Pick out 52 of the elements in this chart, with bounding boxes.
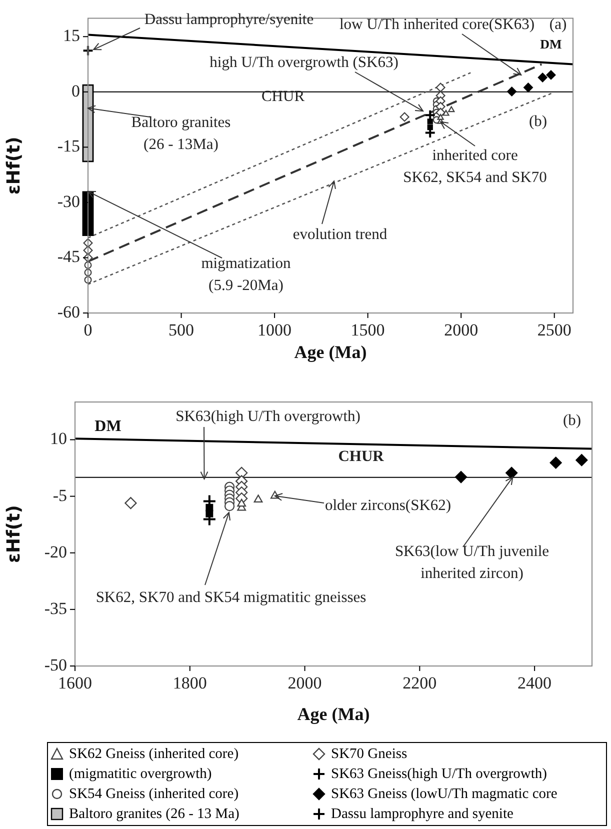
- legend-label: Dassu lamprophyre and syenite: [331, 805, 514, 824]
- y-tick-label: -60: [57, 302, 80, 322]
- annotation: Baltoro granites (26 - 13Ma): [131, 114, 231, 154]
- legend-label: SK63 Gneiss(high U/Th overgrowth): [331, 765, 548, 784]
- annotation: low U/Th inherited core(SK63): [340, 16, 534, 34]
- legend-label: SK63 Gneiss (lowU/Th magmatic core: [331, 785, 558, 804]
- x-tick-label: 1600: [58, 674, 92, 693]
- y-tick-label: -15: [57, 136, 80, 156]
- ref-line-label: CHUR: [338, 448, 385, 465]
- y-axis-title: εHf(t): [3, 136, 24, 195]
- legend-label: SK70 Gneiss: [331, 745, 408, 764]
- y-tick-label: -30: [57, 192, 80, 211]
- x-tick-label: 1500: [350, 320, 385, 340]
- y-tick-label: 15: [63, 26, 80, 46]
- x-tick-label: 2000: [288, 674, 322, 693]
- y-tick-label: 10: [50, 429, 67, 448]
- x-axis-title: Age (Ma): [294, 342, 367, 362]
- annotation: older zircons(SK62): [324, 497, 452, 514]
- y-tick-label: -20: [44, 542, 67, 562]
- x-tick-label: 2200: [402, 674, 437, 693]
- annotation: (b): [528, 113, 548, 130]
- series-label: DM: [540, 36, 562, 52]
- legend-label: Baltoro granites (26 - 13 Ma): [69, 805, 240, 824]
- legend-label: SK62 Gneiss (inherited core): [69, 745, 239, 764]
- x-tick-label: 2000: [444, 320, 478, 340]
- y-tick-label: -50: [44, 655, 67, 674]
- y-tick-label: -35: [44, 598, 67, 618]
- x-tick-label: 1800: [172, 674, 207, 693]
- legend-label: SK54 Gneiss (inherited core): [69, 785, 239, 804]
- x-tick-label: 2400: [518, 674, 552, 693]
- ref-line-label: CHUR: [261, 88, 306, 106]
- annotation: inherited core SK62, SK54 and SK70: [403, 147, 548, 186]
- y-tick-label: -45: [57, 247, 80, 266]
- x-tick-label: 1000: [258, 320, 292, 340]
- x-tick-label: 2500: [537, 320, 572, 340]
- legend-label: (migmatitic overgrowth): [69, 765, 212, 784]
- annotation: migmatization (5.9 -20Ma): [201, 255, 292, 294]
- series-label: DM: [94, 418, 122, 436]
- x-tick-label: 0: [84, 320, 92, 340]
- x-tick-label: 500: [168, 320, 194, 340]
- annotation: evolution trend: [292, 226, 388, 244]
- annotation: Dassu lamprophyre/syenite: [144, 11, 314, 28]
- x-axis-title: Age (Ma): [297, 704, 370, 724]
- y-tick-label: -5: [52, 486, 67, 505]
- annotation: SK63(high U/Th overgrowth): [176, 408, 360, 426]
- annotation: SK63(low U/Th juvenile inherited zircon): [394, 543, 550, 582]
- annotation: high U/Th overgrowth (SK63): [210, 54, 398, 72]
- annotation: SK62, SK70 and SK54 migmatitic gneisses: [96, 589, 366, 606]
- y-tick-label: 0: [72, 81, 80, 100]
- y-axis-title: εHf(t): [3, 505, 24, 563]
- annotation: (b): [562, 412, 582, 430]
- annotation: (a): [549, 16, 567, 34]
